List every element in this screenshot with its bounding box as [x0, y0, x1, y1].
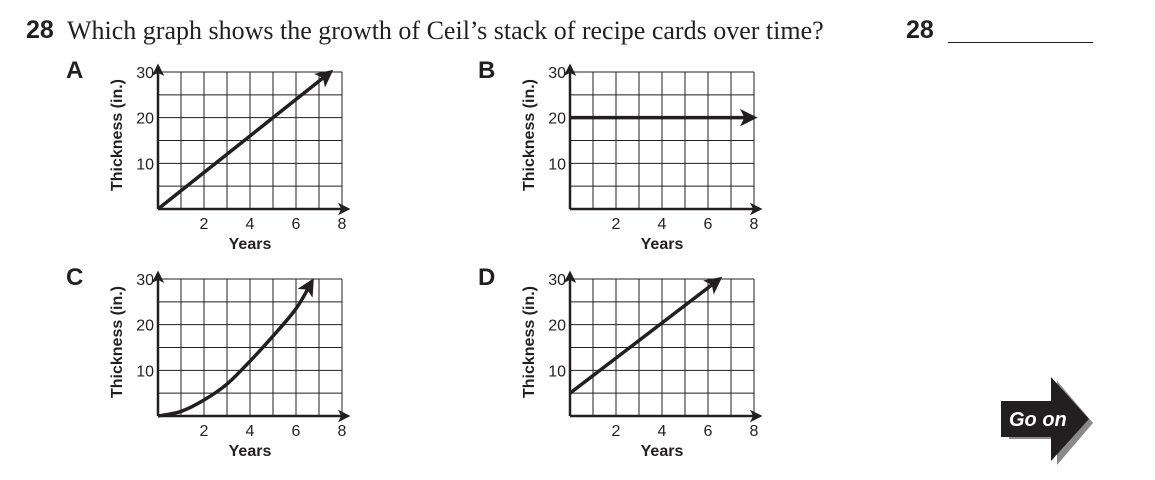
- graph-letter: A: [66, 57, 83, 84]
- x-tick-label: 6: [704, 216, 713, 233]
- x-tick-label: 6: [292, 216, 301, 233]
- y-tick-label: 20: [136, 111, 154, 128]
- y-tick-label: 20: [548, 318, 566, 335]
- y-tick-label: 30: [548, 272, 566, 289]
- answer-blank-line[interactable]: [948, 42, 1093, 43]
- graph-letter: D: [478, 264, 495, 291]
- series-line: [156, 69, 334, 211]
- x-tick-label: 8: [750, 423, 759, 440]
- graph-D: D 2 4 6 8 10 20 30 Years Thickness (in.): [478, 264, 763, 460]
- x-tick-label: 8: [338, 423, 347, 440]
- y-axis-label: Thickness (in.): [109, 286, 126, 398]
- x-tick-label: 2: [200, 216, 209, 233]
- x-axis-label: Years: [229, 236, 272, 253]
- graph-B: B 2 4 6 8 10 20 30 Years Thickness (in.): [478, 57, 763, 253]
- go-on-label: Go on: [1009, 409, 1067, 431]
- go-on-arrow[interactable]: Go on: [995, 375, 1095, 471]
- go-on-arrow-body: [1001, 377, 1089, 461]
- x-tick-label: 2: [200, 423, 209, 440]
- y-axis-label: Thickness (in.): [521, 79, 538, 191]
- x-axis-label: Years: [229, 443, 272, 460]
- answer-number: 28: [906, 16, 934, 44]
- graph-A: A 2 4 6 8 10 20 30 Years Thickness (in.): [66, 57, 351, 253]
- y-tick-label: 20: [136, 318, 154, 335]
- x-tick-label: 2: [612, 216, 621, 233]
- x-tick-label: 4: [658, 423, 667, 440]
- x-tick-label: 8: [750, 216, 759, 233]
- y-tick-label: 10: [136, 156, 154, 173]
- y-tick-label: 10: [548, 363, 566, 380]
- y-tick-label: 10: [136, 363, 154, 380]
- graph-C: C 2 4 6 8 10 20 30 Years Thickness (in.): [66, 264, 351, 460]
- y-tick-label: 30: [136, 272, 154, 289]
- series-line: [568, 276, 723, 395]
- y-axis-label: Thickness (in.): [521, 286, 538, 398]
- x-tick-label: 6: [704, 423, 713, 440]
- x-tick-label: 8: [338, 216, 347, 233]
- x-axis-label: Years: [641, 236, 684, 253]
- x-tick-label: 4: [658, 216, 667, 233]
- y-tick-label: 30: [136, 65, 154, 82]
- graph-letter: B: [478, 57, 495, 84]
- x-tick-label: 4: [246, 423, 255, 440]
- y-tick-label: 10: [548, 156, 566, 173]
- y-tick-label: 30: [548, 65, 566, 82]
- y-tick-label: 20: [548, 111, 566, 128]
- y-axis-label: Thickness (in.): [109, 79, 126, 191]
- x-axis-label: Years: [641, 443, 684, 460]
- x-tick-label: 4: [246, 216, 255, 233]
- question-number: 28: [26, 16, 54, 44]
- graph-letter: C: [66, 264, 83, 291]
- question-text: Which graph shows the growth of Ceil’s s…: [67, 16, 824, 45]
- x-tick-label: 6: [292, 423, 301, 440]
- series-line: [157, 278, 314, 418]
- x-tick-label: 2: [612, 423, 621, 440]
